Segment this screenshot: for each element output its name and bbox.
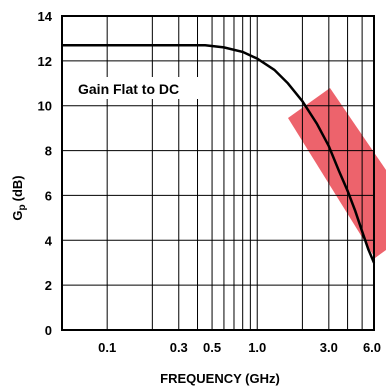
y-tick-label: 14: [38, 9, 53, 24]
y-tick-label: 12: [38, 54, 52, 69]
y-axis-title-subscript: p: [17, 204, 28, 210]
y-tick-label: 6: [45, 188, 52, 203]
x-tick-label: 1.0: [248, 340, 266, 355]
y-tick-labels: 0 2 4 6 8 10 12 14: [38, 9, 53, 338]
x-tick-labels: 0.1 0.3 0.5 1.0 3.0 6.0: [98, 340, 381, 355]
watermark-mark: [288, 88, 386, 258]
y-axis-title-unit: (dB): [10, 175, 25, 201]
x-tick-label: 0.5: [203, 340, 221, 355]
y-tick-label: 8: [45, 144, 52, 159]
y-tick-label: 10: [38, 99, 52, 114]
annotation-background: [71, 77, 199, 99]
y-tick-label: 4: [45, 233, 53, 248]
y-tick-label: 2: [45, 278, 52, 293]
x-axis-title: FREQUENCY (GHz): [160, 371, 280, 386]
series-line-gain: [62, 43, 376, 264]
plot-frame: [61, 15, 375, 331]
x-tick-label: 6.0: [363, 340, 381, 355]
x-tick-label: 0.1: [98, 340, 116, 355]
grid-lines: [62, 15, 375, 331]
annotation-gain-flat: Gain Flat to DC: [78, 81, 179, 97]
x-tick-label: 0.3: [170, 340, 188, 355]
x-tick-label: 3.0: [320, 340, 338, 355]
y-tick-label: 0: [45, 323, 52, 338]
y-axis-title-main: G: [10, 210, 25, 220]
y-axis-title: Gp (dB): [10, 175, 28, 220]
